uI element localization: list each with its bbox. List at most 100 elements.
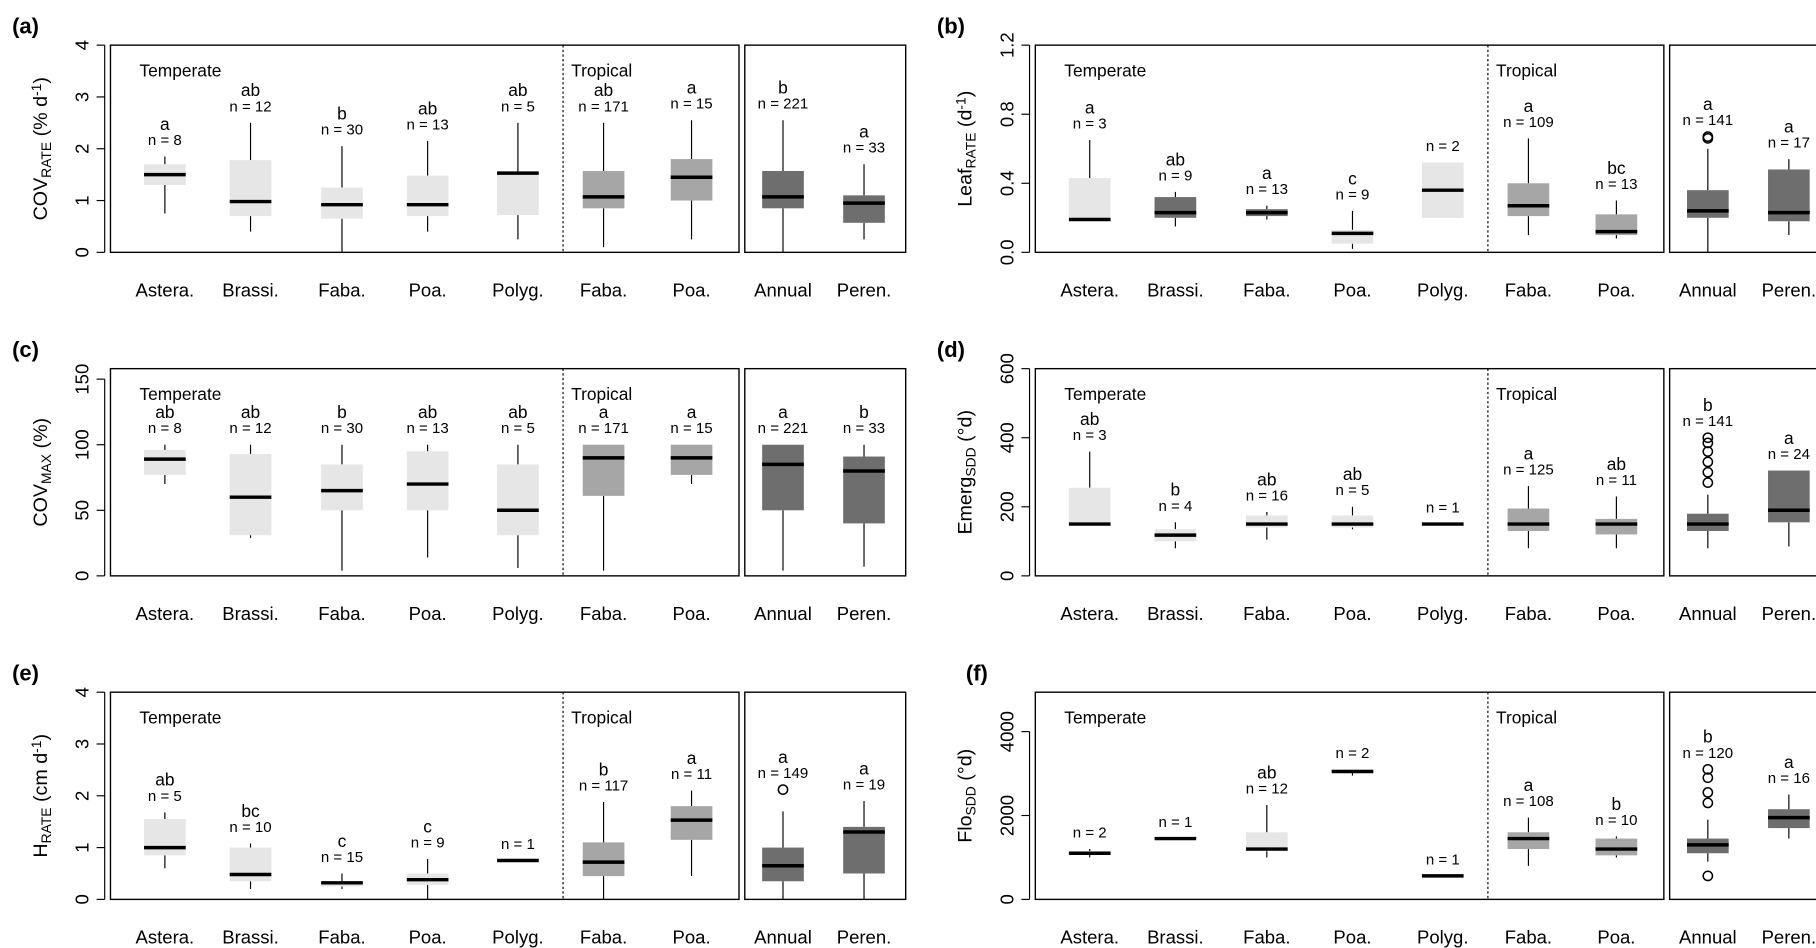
box xyxy=(144,449,186,475)
n-label: n = 171 xyxy=(578,420,629,437)
n-label: n = 149 xyxy=(758,765,809,782)
box xyxy=(1154,197,1197,218)
y-tick-label: 600 xyxy=(996,353,1017,384)
plot-frame xyxy=(109,367,740,577)
y-axis-label-part: (% d xyxy=(30,96,52,142)
x-tick-label: Peren. xyxy=(1762,603,1816,624)
box xyxy=(1768,470,1810,523)
n-label: n = 3 xyxy=(1073,116,1107,133)
box xyxy=(670,806,713,840)
x-tick-label: Faba. xyxy=(1505,603,1552,624)
significance-letter: ab xyxy=(241,80,260,100)
outlier xyxy=(1702,477,1714,489)
y-tick-label: 1 xyxy=(71,195,92,205)
x-tick-label: Astera. xyxy=(1060,279,1119,300)
group-label: Tropical xyxy=(1496,384,1557,404)
x-tick-label: Brassi. xyxy=(1147,603,1204,624)
y-axis-label-part: ) xyxy=(30,734,52,741)
panel-label: (b) xyxy=(937,14,965,39)
group-label: Temperate xyxy=(139,384,221,404)
y-tick-label: 0 xyxy=(996,571,1017,581)
box xyxy=(670,444,713,475)
y-axis-label-part: ) xyxy=(955,91,977,98)
group-label: Tropical xyxy=(1496,707,1557,727)
x-tick-label: Poa. xyxy=(672,603,710,624)
y-tick-label: 4 xyxy=(71,687,92,697)
x-tick-label: Annual xyxy=(754,926,812,947)
group-label: Temperate xyxy=(1064,384,1146,404)
significance-letter: ab xyxy=(508,402,527,422)
outlier xyxy=(1702,870,1714,882)
y-tick-label: 3 xyxy=(71,92,92,102)
box xyxy=(582,444,625,496)
y-tick-label: 100 xyxy=(71,429,92,460)
box xyxy=(321,464,363,511)
plot-frame xyxy=(109,44,740,254)
n-label: n = 141 xyxy=(1683,112,1734,129)
n-label: n = 13 xyxy=(1246,181,1288,198)
y-axis-label-part: ) xyxy=(30,77,52,84)
box xyxy=(1507,508,1550,531)
outlier xyxy=(777,784,789,795)
x-tick-label: Poa. xyxy=(1597,926,1635,947)
x-tick-label: Annual xyxy=(1679,926,1737,947)
group-label: Temperate xyxy=(1064,60,1146,80)
significance-letter: ab xyxy=(1257,762,1276,782)
x-tick-label: Poa. xyxy=(409,279,447,300)
panel: (b) Temperate Tropical 0.0 0.4 0.8 1.2 LeafRATE… xyxy=(937,14,1816,300)
significance-letter: a xyxy=(687,402,697,422)
outlier xyxy=(1702,456,1714,468)
significance-letter: a xyxy=(687,78,697,98)
y-axis-label-part: Leaf xyxy=(955,168,977,207)
panel-label: (f) xyxy=(966,661,988,686)
panel-label: (c) xyxy=(12,337,39,362)
plot-frame xyxy=(744,691,907,901)
significance-letter: ab xyxy=(1607,454,1626,474)
box xyxy=(144,819,186,856)
y-axis-label-part: Emerg xyxy=(955,477,977,535)
x-tick-label: Polyg. xyxy=(1417,279,1468,300)
y-tick-label: 400 xyxy=(996,422,1017,453)
n-label: n = 16 xyxy=(1246,487,1288,504)
significance-letter: a xyxy=(1524,775,1534,795)
box xyxy=(1068,487,1111,525)
panel: (d) Temperate Tropical 0 200 400 600 EmergSDD (… xyxy=(937,337,1816,624)
n-label: n = 3 xyxy=(1073,427,1107,444)
outlier xyxy=(1702,466,1714,478)
n-label: n = 13 xyxy=(1595,176,1637,193)
x-tick-label: Brassi. xyxy=(1147,279,1204,300)
n-label: n = 30 xyxy=(321,122,363,139)
significance-letter: a xyxy=(1703,94,1713,114)
significance-letter: ab xyxy=(241,402,260,422)
panel: (a) Temperate Tropical 0 1 2 3 4 COVRATE (% d-1)… xyxy=(12,14,907,300)
x-tick-label: Poa. xyxy=(672,279,710,300)
n-label: n = 1 xyxy=(1158,814,1192,831)
x-tick-label: Brassi. xyxy=(222,926,279,947)
y-axis-label-part: (°d) xyxy=(955,749,977,786)
x-tick-label: Faba. xyxy=(1505,926,1552,947)
n-label: n = 15 xyxy=(670,96,712,113)
n-label: n = 19 xyxy=(843,776,885,793)
y-axis-label: FloSDD (°d) xyxy=(955,749,978,843)
n-label: n = 5 xyxy=(501,98,535,115)
x-tick-label: Annual xyxy=(1679,603,1737,624)
box xyxy=(843,456,885,524)
n-label: n = 117 xyxy=(579,777,628,794)
significance-letter: ab xyxy=(155,770,174,790)
box xyxy=(1687,190,1729,218)
y-tick-label: 2000 xyxy=(996,795,1017,836)
outlier xyxy=(1702,437,1714,449)
y-axis-label: LeafRATE (d-1) xyxy=(952,91,978,207)
y-axis-label-part: -1 xyxy=(28,83,44,96)
x-tick-label: Faba. xyxy=(318,603,365,624)
significance-letter: ab xyxy=(1080,409,1099,429)
panel-label: (e) xyxy=(12,661,39,686)
significance-letter: ab xyxy=(1257,469,1276,489)
box xyxy=(229,453,272,536)
box xyxy=(582,842,625,877)
significance-letter: b xyxy=(1171,480,1181,500)
outlier xyxy=(1702,763,1714,775)
y-tick-label: 4000 xyxy=(996,711,1017,752)
y-tick-label: 0.8 xyxy=(996,101,1017,127)
